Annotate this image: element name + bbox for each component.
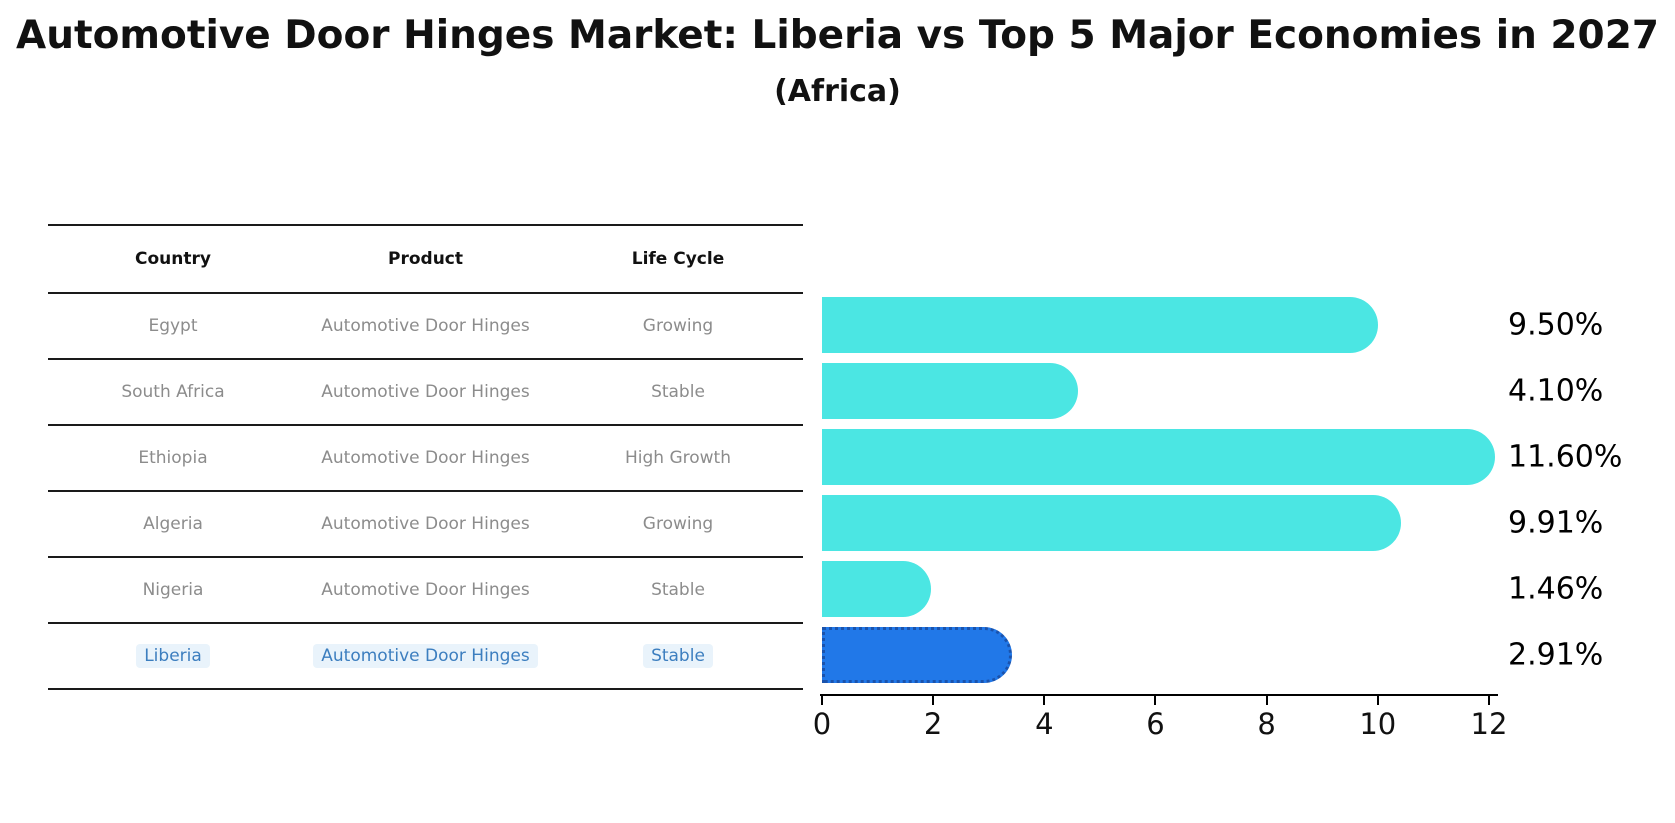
x-tick-label-4: 4 [1035, 707, 1054, 741]
bar-nigeria [822, 561, 931, 617]
cell-life-cycle-text: High Growth [624, 448, 731, 468]
bar-algeria [822, 495, 1401, 551]
cell-product: Automotive Door Hinges [298, 580, 553, 600]
cell-product: Automotive Door Hinges [298, 448, 553, 468]
cell-country-text: Algeria [143, 514, 203, 534]
cell-country: Egypt [48, 316, 298, 336]
cell-life-cycle-text: Growing [642, 316, 714, 336]
x-tick-8 [1265, 696, 1268, 705]
column-header-product: Product [388, 249, 463, 269]
x-tick-4 [1043, 696, 1046, 705]
x-tick-label-2: 2 [923, 707, 943, 741]
cell-country-text: Liberia [136, 644, 210, 668]
table-row-egypt: Egypt Automotive Door Hinges Growing [48, 294, 803, 360]
cell-life-cycle: Stable [553, 644, 803, 668]
country-table: Country Product Life Cycle Egypt Automoti… [48, 224, 803, 690]
cell-product: Automotive Door Hinges [298, 644, 553, 668]
chart-title: Automotive Door Hinges Market: Liberia v… [16, 13, 1659, 58]
x-tick-label-12: 12 [1470, 707, 1508, 741]
x-tick-label-6: 6 [1146, 707, 1165, 741]
column-header-life-cycle: Life Cycle [631, 249, 725, 269]
cell-product-text: Automotive Door Hinges [321, 448, 530, 468]
cell-life-cycle-text: Stable [651, 382, 705, 402]
cell-country: Ethiopia [48, 448, 298, 468]
cell-product-text: Automotive Door Hinges [321, 514, 530, 534]
table-row-liberia: Liberia Automotive Door Hinges Stable [48, 624, 803, 690]
value-label-ethiopia: 11.60% [1508, 439, 1623, 475]
x-tick-label-0: 0 [812, 707, 832, 741]
value-label-nigeria: 1.46% [1508, 571, 1604, 607]
bar-liberia [822, 627, 1012, 683]
table-header-row: Country Product Life Cycle [48, 226, 803, 294]
x-tick-label-10: 10 [1359, 707, 1397, 741]
cell-product: Automotive Door Hinges [298, 382, 553, 402]
cell-country: Algeria [48, 514, 298, 534]
cell-life-cycle-text: Stable [643, 644, 713, 668]
cell-product: Automotive Door Hinges [298, 316, 553, 336]
chart-subtitle: (Africa) [774, 74, 901, 109]
value-label-south-africa: 4.10% [1508, 373, 1604, 409]
cell-country-text: Egypt [148, 316, 198, 336]
cell-product-text: Automotive Door Hinges [321, 580, 530, 600]
value-label-egypt: 9.50% [1508, 307, 1604, 343]
cell-country: South Africa [48, 382, 298, 402]
cell-life-cycle-text: Stable [651, 580, 705, 600]
value-label-liberia: 2.91% [1508, 637, 1604, 673]
cell-life-cycle: Growing [553, 316, 803, 336]
table-row-ethiopia: Ethiopia Automotive Door Hinges High Growt… [48, 426, 803, 492]
cell-life-cycle: Growing [553, 514, 803, 534]
bar-south-africa [822, 363, 1078, 419]
bar-ethiopia [822, 429, 1495, 485]
cell-product: Automotive Door Hinges [298, 514, 553, 534]
x-axis-line [820, 694, 1498, 696]
bar-egypt [822, 297, 1378, 353]
x-tick-0 [821, 696, 823, 705]
value-label-algeria: 9.91% [1508, 505, 1604, 541]
table-row-nigeria: Nigeria Automotive Door Hinges Stable [48, 558, 803, 624]
cell-country-text: Ethiopia [138, 448, 208, 468]
x-tick-2 [932, 696, 935, 705]
cell-country-text: South Africa [121, 382, 225, 402]
x-tick-label-8: 8 [1257, 707, 1276, 741]
cell-country: Liberia [48, 644, 298, 668]
cell-product-text: Automotive Door Hinges [321, 316, 530, 336]
cell-life-cycle: Stable [553, 580, 803, 600]
column-header-country: Country [135, 249, 211, 269]
cell-product-text: Automotive Door Hinges [313, 644, 538, 668]
table-body: Egypt Automotive Door Hinges Growing South … [48, 294, 803, 690]
cell-life-cycle-text: Growing [642, 514, 714, 534]
x-tick-6 [1154, 696, 1157, 705]
cell-life-cycle: Stable [553, 382, 803, 402]
cell-life-cycle: High Growth [553, 448, 803, 468]
cell-country: Nigeria [48, 580, 298, 600]
table-row-algeria: Algeria Automotive Door Hinges Growing [48, 492, 803, 558]
x-tick-10 [1376, 696, 1379, 705]
cell-product-text: Automotive Door Hinges [321, 382, 530, 402]
table-row-south-africa: South Africa Automotive Door Hinges Stable [48, 360, 803, 426]
cell-country-text: Nigeria [142, 580, 204, 600]
x-tick-12 [1487, 696, 1490, 705]
